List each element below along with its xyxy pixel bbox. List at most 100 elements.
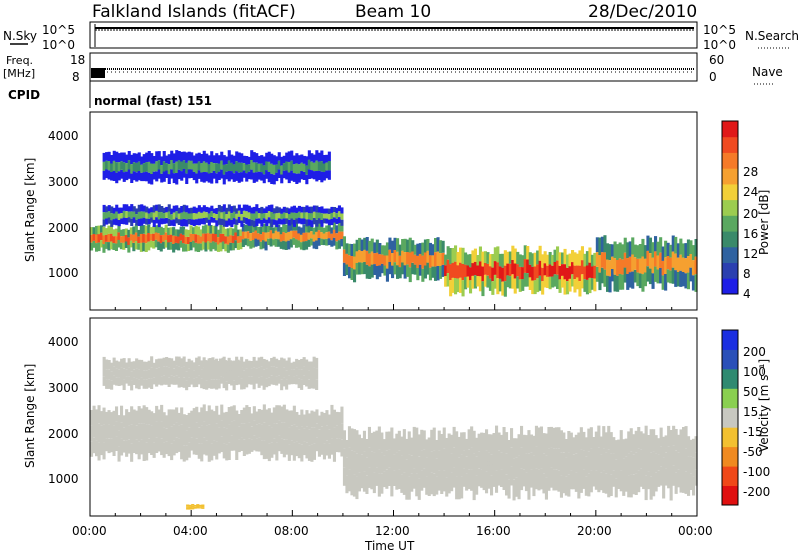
heatmap-cell xyxy=(147,360,151,370)
heatmap-cell xyxy=(162,213,166,219)
heatmap-cell xyxy=(192,378,196,388)
heatmap-cell xyxy=(262,174,266,184)
heatmap-cell xyxy=(92,240,96,248)
heatmap-cell xyxy=(147,172,151,184)
heatmap-cell xyxy=(142,217,146,224)
heatmap-cell xyxy=(299,242,303,250)
heatmap-cell xyxy=(317,415,321,430)
heatmap-cell xyxy=(305,224,309,233)
heatmap-cell xyxy=(127,412,131,426)
heatmap-cell xyxy=(132,226,136,235)
heatmap-cell xyxy=(622,439,626,459)
heatmap-cell xyxy=(679,429,683,451)
heatmap-cell xyxy=(608,276,612,293)
heatmap-cell xyxy=(553,262,557,275)
heatmap-cell xyxy=(215,214,219,221)
heatmap-cell xyxy=(436,237,440,252)
heatmap-cell xyxy=(92,437,96,454)
heatmap-cell xyxy=(140,164,144,173)
heatmap-cell xyxy=(240,437,244,451)
heatmap-cell xyxy=(691,260,695,276)
heatmap-cell xyxy=(135,425,139,440)
heatmap-cell xyxy=(567,452,571,475)
heatmap-cell xyxy=(295,412,299,427)
heatmap-cell xyxy=(572,472,576,490)
heatmap-cell xyxy=(295,358,299,368)
heatmap-cell xyxy=(187,218,191,225)
heatmap-cell xyxy=(442,448,446,471)
heatmap-cell xyxy=(197,412,201,428)
heatmap-cell xyxy=(155,161,159,172)
heatmap-cell xyxy=(250,439,254,452)
heatmap-cell xyxy=(295,218,299,224)
heatmap-cell xyxy=(624,474,628,492)
heatmap-cell xyxy=(583,253,587,267)
heatmap-cell xyxy=(422,468,426,488)
heatmap-cell xyxy=(684,243,688,259)
heatmap-cell xyxy=(674,472,678,494)
heatmap-cell xyxy=(285,409,289,425)
heatmap-cell xyxy=(307,370,311,380)
heatmap-cell xyxy=(677,434,681,453)
heatmap-cell xyxy=(335,213,339,219)
heatmap-cell xyxy=(267,408,271,426)
heatmap-cell xyxy=(235,213,239,220)
colorbar-segment xyxy=(722,388,738,409)
heatmap-cell xyxy=(226,236,230,245)
heatmap-cell xyxy=(285,161,289,171)
heatmap-cell xyxy=(638,273,642,289)
heatmap-cell xyxy=(272,219,276,225)
nsearch-tick-low: 10^0 xyxy=(703,38,736,52)
heatmap-cell xyxy=(335,411,339,426)
heatmap-cell xyxy=(457,478,461,500)
heatmap-cell xyxy=(332,222,336,230)
heatmap-cell xyxy=(295,426,299,442)
heatmap-cell xyxy=(420,450,424,471)
heatmap-cell xyxy=(165,206,169,213)
heatmap-cell xyxy=(175,437,179,454)
heatmap-cell xyxy=(212,208,216,214)
heatmap-cell xyxy=(127,211,131,217)
heatmap-cell xyxy=(539,426,543,448)
heatmap-cell xyxy=(335,438,339,453)
heatmap-cell xyxy=(197,218,201,226)
heatmap-cell xyxy=(219,364,223,371)
heatmap-cell xyxy=(482,471,486,491)
heatmap-cell xyxy=(242,210,246,218)
heatmap-cell xyxy=(265,152,269,162)
heatmap-cell xyxy=(236,236,240,244)
heatmap-cell xyxy=(210,151,214,162)
heatmap-cell xyxy=(628,241,632,257)
heatmap-cell xyxy=(332,229,336,238)
heatmap-cell xyxy=(270,219,274,227)
heatmap-cell xyxy=(232,164,236,174)
heatmap-cell xyxy=(134,241,138,250)
heatmap-cell xyxy=(554,469,558,491)
heatmap-cell xyxy=(227,150,231,161)
heatmap-cell xyxy=(506,275,510,288)
heatmap-cell xyxy=(172,409,176,425)
heatmap-cell xyxy=(492,464,496,470)
heatmap-cell xyxy=(302,441,306,456)
heatmap-cell xyxy=(226,360,230,367)
heatmap-cell xyxy=(506,263,510,276)
heatmap-cell xyxy=(368,266,372,279)
heatmap-cell xyxy=(172,227,176,236)
heatmap-cell xyxy=(249,240,253,249)
heatmap-cell xyxy=(554,448,558,470)
heatmap-cell xyxy=(626,258,630,274)
heatmap-cell xyxy=(247,219,251,226)
heatmap-cell xyxy=(187,229,191,237)
heatmap-cell xyxy=(312,171,316,180)
heatmap-cell xyxy=(122,415,126,428)
heatmap-cell xyxy=(196,507,200,509)
heatmap-cell xyxy=(252,220,256,228)
heatmap-cell xyxy=(340,439,344,457)
heatmap-cell xyxy=(229,365,233,371)
heatmap-cell xyxy=(211,370,215,378)
heatmap-cell xyxy=(162,427,166,443)
heatmap-cell xyxy=(501,281,505,296)
heatmap-cell xyxy=(157,212,161,220)
heatmap-cell xyxy=(467,429,471,450)
heatmap-cell xyxy=(305,368,309,378)
